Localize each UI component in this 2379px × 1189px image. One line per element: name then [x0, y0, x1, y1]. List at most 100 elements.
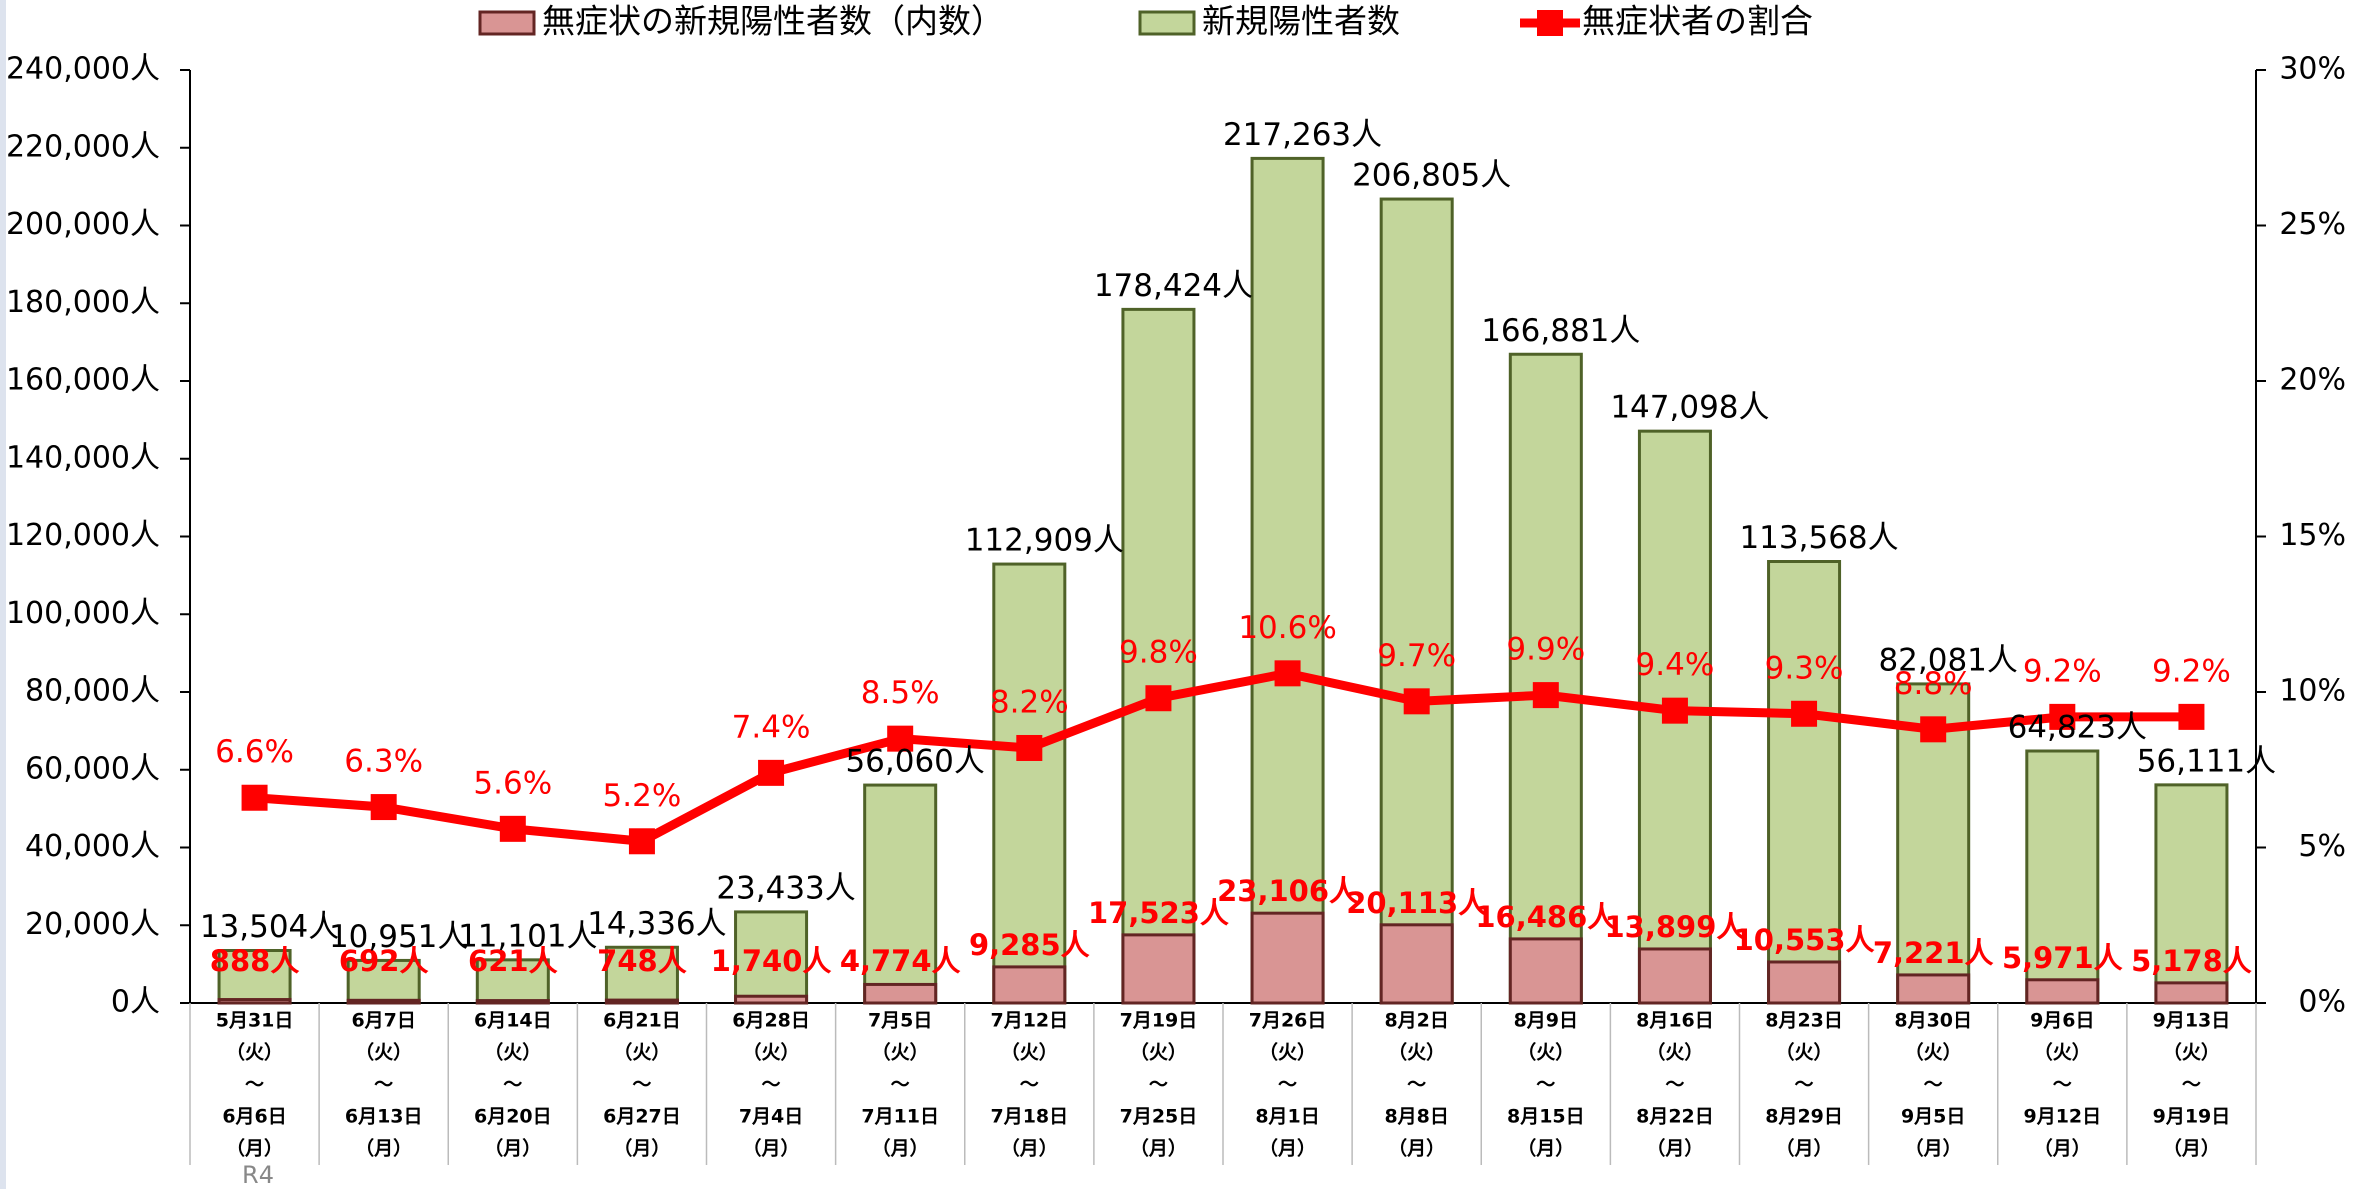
- x-tick-label: （火）: [1259, 1041, 1316, 1064]
- x-tick-label: （月）: [484, 1137, 541, 1160]
- x-tick-label: 6月20日: [474, 1106, 552, 1128]
- y-tick-label: 100,000人: [6, 596, 160, 631]
- x-tick-label: 8月15日: [1507, 1106, 1585, 1128]
- line-marker: [1145, 685, 1172, 712]
- x-tick-label: （月）: [613, 1137, 670, 1160]
- line-value-label: 10.6%: [1238, 610, 1336, 646]
- line-value-label: 9.8%: [1119, 635, 1198, 671]
- bar-value-label: 82,081人: [1878, 642, 2017, 678]
- line-value-label: 5.2%: [603, 778, 682, 814]
- bar-value-label: 11,101人: [458, 918, 597, 954]
- line-value-label: 9.7%: [1377, 638, 1456, 674]
- line-marker: [1791, 700, 1818, 727]
- y2-tick-label: 5%: [2298, 829, 2346, 864]
- x-tick-label: （火）: [613, 1041, 670, 1064]
- x-tick-label: （月）: [1001, 1137, 1058, 1160]
- y-tick-label: 80,000人: [25, 674, 160, 709]
- x-tick-label: （火）: [2034, 1041, 2091, 1064]
- bar: [1637, 947, 1712, 1005]
- y-tick-label: 20,000人: [25, 907, 160, 942]
- line-value-label: 6.6%: [215, 734, 294, 770]
- legend-label: 無症状の新規陽性者数（内数）: [542, 2, 1004, 41]
- x-tick-label: 6月6日: [222, 1106, 286, 1128]
- x-tick-label: 8月8日: [1384, 1106, 1448, 1128]
- bar: [1250, 911, 1325, 1005]
- x-tick-label: （月）: [2034, 1137, 2091, 1160]
- bar: [217, 949, 292, 1005]
- bar: [2025, 978, 2100, 1005]
- x-tick-label: （月）: [1517, 1137, 1574, 1160]
- bar-value-label: 112,909人: [965, 523, 1124, 559]
- bar: [475, 958, 550, 1005]
- x-tick-label: （月）: [1259, 1137, 1316, 1160]
- bar-value-label: 621人: [468, 944, 558, 978]
- line-value-label: 8.8%: [1894, 666, 1973, 702]
- x-tick-label: ～: [632, 1074, 651, 1096]
- y2-tick-label: 25%: [2279, 207, 2346, 242]
- legend-swatch: [1537, 10, 1563, 36]
- bar-value-label: 64,823人: [2008, 710, 2147, 746]
- x-tick-label: ～: [2053, 1074, 2072, 1096]
- bar-value-label: 4,774人: [840, 944, 961, 978]
- bar: [1379, 197, 1454, 1005]
- bar-value-label: 23,433人: [716, 870, 855, 906]
- line-value-label: 5.6%: [473, 765, 552, 801]
- x-tick-label: （火）: [1776, 1041, 1833, 1064]
- x-tick-label: ～: [374, 1074, 393, 1096]
- x-tick-label: 8月30日: [1894, 1010, 1972, 1032]
- x-tick-label: 9月13日: [2153, 1010, 2231, 1032]
- bar: [1379, 923, 1454, 1005]
- x-tick-label: ～: [245, 1074, 264, 1096]
- x-tick-label: ～: [891, 1074, 910, 1096]
- line-marker: [2049, 703, 2076, 730]
- bar-value-label: 9,285人: [969, 928, 1090, 962]
- bar-value-label: 692人: [339, 944, 429, 978]
- bar-value-label: 206,805人: [1352, 158, 1511, 194]
- x-tick-label: （火）: [1646, 1041, 1703, 1064]
- x-tick-label: 7月5日: [868, 1010, 932, 1032]
- x-tick-label: 8月16日: [1636, 1010, 1714, 1032]
- bar-value-label: 13,899人: [1604, 910, 1745, 944]
- x-tick-label: 7月25日: [1120, 1106, 1198, 1128]
- x-tick-label: （火）: [743, 1041, 800, 1064]
- y2-tick-label: 10%: [2279, 674, 2346, 709]
- x-tick-label: （火）: [2163, 1041, 2220, 1064]
- line-marker: [241, 784, 268, 811]
- x-tick-label: （火）: [872, 1041, 929, 1064]
- x-tick-label: ～: [1020, 1074, 1039, 1096]
- x-tick-label: ～: [503, 1074, 522, 1096]
- line-value-label: 9.3%: [1765, 650, 1844, 686]
- bar-value-label: 17,523人: [1088, 896, 1229, 930]
- x-tick-label: 6月13日: [345, 1106, 423, 1128]
- left-edge: [0, 0, 6, 1189]
- bar: [2154, 783, 2229, 1005]
- x-tick-label: （火）: [1905, 1041, 1962, 1064]
- bar: [1508, 937, 1583, 1005]
- line-value-label: 9.9%: [1506, 632, 1585, 668]
- x-tick-label: 7月18日: [990, 1106, 1068, 1128]
- bar-value-label: 10,553人: [1734, 923, 1875, 957]
- bar-value-label: 748人: [597, 944, 687, 978]
- x-tick-label: （火）: [355, 1041, 412, 1064]
- bar-value-label: 23,106人: [1217, 874, 1358, 908]
- annotation: R4: [242, 1161, 274, 1189]
- x-tick-label: （火）: [226, 1041, 283, 1064]
- y-tick-label: 240,000人: [6, 52, 160, 87]
- bar: [1250, 156, 1325, 1005]
- bar-value-label: 888人: [210, 944, 300, 978]
- y2-tick-label: 0%: [2298, 985, 2346, 1020]
- x-tick-label: 7月4日: [739, 1106, 803, 1128]
- y2-tick-label: 30%: [2279, 52, 2346, 87]
- x-tick-label: 9月6日: [2030, 1010, 2094, 1032]
- bar: [1508, 352, 1583, 1005]
- x-tick-label: ～: [1536, 1074, 1555, 1096]
- x-tick-label: （火）: [1517, 1041, 1574, 1064]
- x-tick-label: 7月19日: [1120, 1010, 1198, 1032]
- x-tick-label: 5月31日: [216, 1010, 294, 1032]
- bar-value-label: 14,336人: [587, 906, 726, 942]
- line: [254, 668, 2192, 846]
- line-marker: [628, 828, 655, 855]
- x-tick-label: （火）: [484, 1041, 541, 1064]
- y-tick-label: 0人: [111, 985, 160, 1020]
- bar: [2154, 981, 2229, 1005]
